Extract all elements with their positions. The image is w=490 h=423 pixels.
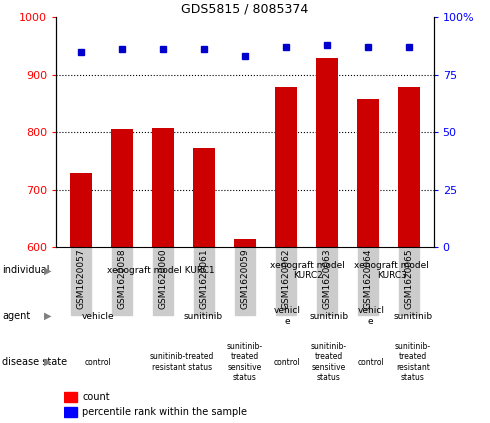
- Text: sunitinib: sunitinib: [393, 312, 432, 321]
- Text: sunitinib: sunitinib: [309, 312, 348, 321]
- Bar: [234, 239, 256, 247]
- Bar: [398, 87, 420, 247]
- Bar: [70, 173, 92, 247]
- Text: agent: agent: [2, 311, 31, 321]
- Text: control: control: [85, 357, 112, 366]
- Text: ▶: ▶: [44, 265, 51, 275]
- Text: sunitinib-
treated
sensitive
status: sunitinib- treated sensitive status: [311, 342, 347, 382]
- Bar: [357, 99, 379, 247]
- Text: sunitinib-treated
resistant status: sunitinib-treated resistant status: [150, 352, 214, 372]
- Text: xenograft model
KURC2: xenograft model KURC2: [270, 261, 345, 280]
- Text: sunitinib: sunitinib: [184, 312, 222, 321]
- Text: xenograft model KURC1: xenograft model KURC1: [107, 266, 215, 275]
- Bar: [111, 129, 133, 247]
- Text: control: control: [273, 357, 300, 366]
- Text: ▶: ▶: [44, 311, 51, 321]
- Bar: [64, 407, 76, 417]
- Bar: [152, 128, 174, 247]
- Text: vehicl
e: vehicl e: [273, 307, 300, 326]
- Text: sunitinib-
treated
sensitive
status: sunitinib- treated sensitive status: [227, 342, 263, 382]
- Bar: [275, 87, 297, 247]
- Text: percentile rank within the sample: percentile rank within the sample: [82, 407, 247, 417]
- Text: vehicle: vehicle: [82, 312, 115, 321]
- Bar: [316, 58, 338, 247]
- Text: count: count: [82, 393, 110, 402]
- Text: disease state: disease state: [2, 357, 68, 367]
- Bar: [193, 148, 215, 247]
- Text: vehicl
e: vehicl e: [357, 307, 384, 326]
- Bar: [64, 392, 76, 403]
- Text: individual: individual: [2, 265, 50, 275]
- Text: xenograft model
KURC3: xenograft model KURC3: [354, 261, 429, 280]
- Text: sunitinib-
treated
resistant
status: sunitinib- treated resistant status: [394, 342, 431, 382]
- Text: control: control: [357, 357, 384, 366]
- Text: ▶: ▶: [44, 357, 51, 367]
- Title: GDS5815 / 8085374: GDS5815 / 8085374: [181, 3, 309, 16]
